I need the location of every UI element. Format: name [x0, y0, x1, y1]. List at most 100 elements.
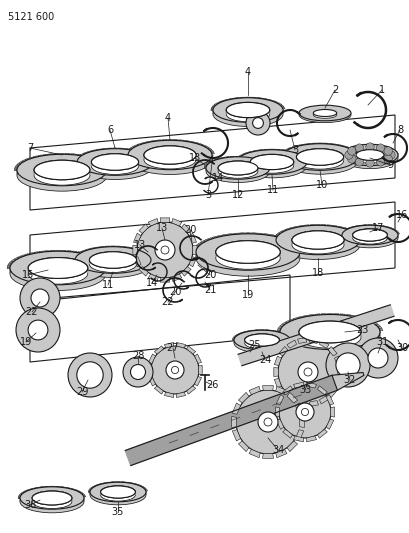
Text: 19: 19 — [241, 290, 254, 300]
Ellipse shape — [91, 154, 138, 170]
Polygon shape — [278, 248, 279, 255]
Polygon shape — [129, 254, 130, 259]
Polygon shape — [84, 164, 85, 170]
Polygon shape — [336, 145, 337, 149]
Polygon shape — [369, 229, 370, 232]
Polygon shape — [97, 258, 102, 260]
Polygon shape — [19, 257, 21, 264]
Polygon shape — [72, 260, 78, 261]
Polygon shape — [91, 256, 92, 261]
Polygon shape — [318, 321, 321, 327]
Polygon shape — [277, 337, 278, 341]
Polygon shape — [137, 151, 138, 156]
Polygon shape — [284, 149, 289, 150]
Polygon shape — [96, 258, 98, 264]
Polygon shape — [270, 244, 272, 251]
Polygon shape — [214, 158, 219, 160]
Polygon shape — [126, 149, 128, 154]
Text: 20: 20 — [183, 225, 196, 235]
Polygon shape — [279, 325, 283, 327]
Polygon shape — [90, 255, 95, 257]
Polygon shape — [217, 247, 218, 254]
Polygon shape — [132, 157, 133, 161]
Polygon shape — [164, 342, 173, 348]
Polygon shape — [208, 163, 209, 167]
Polygon shape — [364, 144, 366, 148]
Polygon shape — [298, 154, 299, 158]
Polygon shape — [233, 157, 235, 160]
Polygon shape — [306, 143, 310, 144]
Polygon shape — [364, 229, 369, 230]
Polygon shape — [245, 102, 247, 107]
Polygon shape — [21, 492, 25, 494]
Polygon shape — [244, 161, 249, 163]
Polygon shape — [353, 150, 357, 152]
Polygon shape — [133, 257, 141, 266]
Polygon shape — [270, 101, 272, 106]
Polygon shape — [285, 165, 290, 167]
Polygon shape — [207, 148, 208, 154]
Polygon shape — [56, 160, 61, 161]
Polygon shape — [275, 341, 278, 343]
Polygon shape — [225, 173, 231, 174]
Polygon shape — [7, 265, 11, 267]
Polygon shape — [261, 98, 266, 100]
Polygon shape — [312, 225, 314, 230]
Circle shape — [171, 366, 178, 374]
Polygon shape — [14, 167, 18, 169]
Polygon shape — [132, 255, 133, 260]
Polygon shape — [386, 227, 390, 228]
Polygon shape — [154, 346, 163, 354]
Polygon shape — [353, 225, 357, 227]
Polygon shape — [339, 232, 342, 234]
Polygon shape — [220, 158, 222, 162]
Polygon shape — [181, 266, 191, 276]
Polygon shape — [30, 488, 35, 489]
Polygon shape — [207, 164, 208, 168]
Polygon shape — [359, 145, 361, 148]
Polygon shape — [25, 491, 26, 495]
Polygon shape — [218, 103, 219, 108]
Polygon shape — [75, 253, 79, 255]
Ellipse shape — [312, 111, 336, 118]
Polygon shape — [261, 330, 262, 333]
Polygon shape — [305, 159, 306, 163]
Polygon shape — [97, 167, 103, 169]
Polygon shape — [78, 252, 82, 254]
Polygon shape — [97, 155, 103, 157]
Polygon shape — [210, 151, 211, 157]
Polygon shape — [250, 161, 252, 163]
Polygon shape — [372, 322, 377, 325]
Ellipse shape — [298, 321, 360, 343]
Polygon shape — [134, 159, 138, 161]
Polygon shape — [279, 233, 280, 239]
Polygon shape — [152, 148, 153, 153]
Polygon shape — [84, 154, 85, 158]
Polygon shape — [136, 249, 141, 251]
Polygon shape — [188, 158, 193, 160]
Polygon shape — [88, 167, 89, 173]
Polygon shape — [250, 98, 252, 102]
Ellipse shape — [296, 149, 343, 165]
Ellipse shape — [10, 257, 106, 290]
Polygon shape — [72, 252, 74, 258]
Polygon shape — [251, 233, 256, 234]
Polygon shape — [351, 150, 352, 154]
Polygon shape — [291, 320, 292, 326]
Polygon shape — [219, 158, 220, 162]
Polygon shape — [245, 98, 247, 102]
Polygon shape — [303, 226, 305, 231]
Polygon shape — [257, 233, 262, 235]
Polygon shape — [252, 157, 256, 159]
Polygon shape — [114, 486, 116, 489]
Polygon shape — [204, 167, 206, 169]
Polygon shape — [64, 488, 66, 491]
Polygon shape — [129, 255, 134, 257]
Polygon shape — [28, 254, 30, 261]
Ellipse shape — [89, 256, 136, 272]
Polygon shape — [348, 228, 350, 231]
Polygon shape — [203, 146, 204, 152]
Polygon shape — [225, 235, 227, 241]
Polygon shape — [142, 252, 143, 256]
Polygon shape — [369, 321, 371, 328]
